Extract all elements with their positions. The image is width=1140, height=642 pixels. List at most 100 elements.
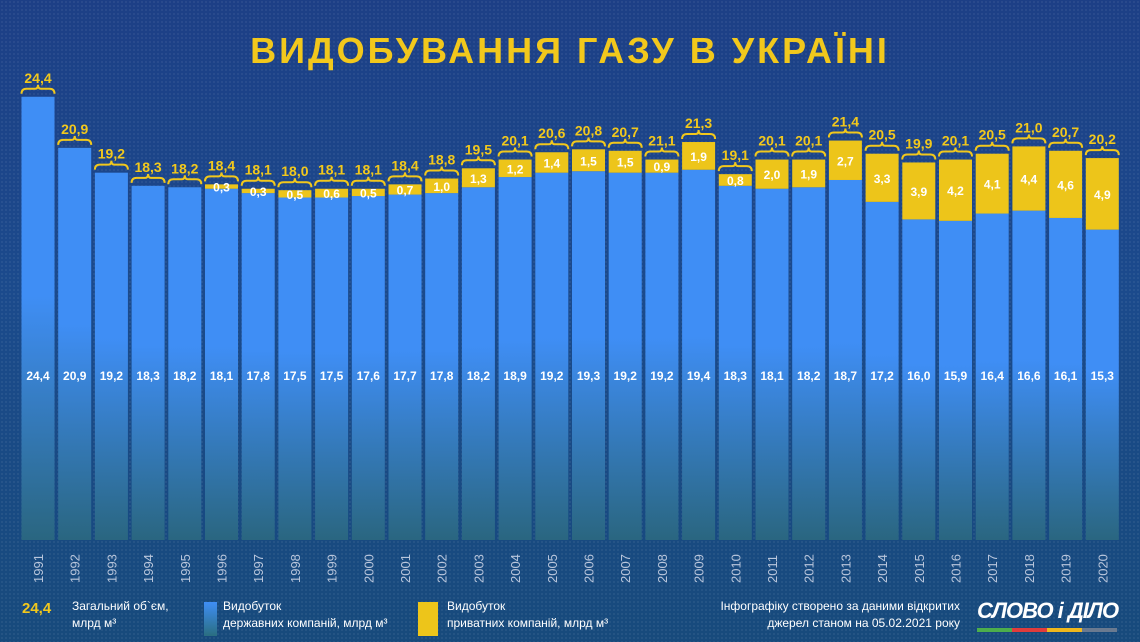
year-label: 2015 [912,554,927,583]
bar-state [792,187,826,540]
label-total: 18,1 [245,162,272,178]
bar-state [718,185,752,540]
bar-state [461,187,495,540]
year-label: 2002 [435,554,450,583]
bar-private [718,174,752,186]
year-label: 2017 [985,554,1000,583]
year-label: 2011 [765,555,780,583]
label-total: 20,8 [575,122,602,138]
brace-total [644,147,680,157]
label-state: 17,8 [247,369,271,383]
brace-total [864,141,900,151]
year-label: 2004 [508,554,523,583]
bar-private [645,159,679,173]
label-state: 18,7 [834,369,858,383]
label-total: 21,4 [832,114,859,130]
label-private: 0,3 [250,185,267,199]
legend-private: Видобуток приватних компаній, млрд м³ [447,598,608,632]
label-total: 18,8 [428,152,455,168]
label-total: 20,1 [942,133,969,149]
label-state: 15,9 [944,369,968,383]
year-label: 2008 [655,554,670,583]
label-state: 19,2 [100,369,124,383]
year-label: 2019 [1059,554,1074,583]
label-private: 4,2 [947,184,964,198]
label-state: 19,2 [614,369,638,383]
bar-private [1012,146,1046,211]
label-state: 19,3 [577,369,601,383]
label-state: 24,4 [26,369,50,383]
bar-state [58,147,92,541]
label-private: 0,7 [397,183,414,197]
year-label: 1994 [141,554,156,583]
year-label: 1999 [325,554,340,583]
brace-total [717,162,753,172]
year-label: 1995 [178,554,193,583]
label-private: 4,6 [1057,178,1074,192]
source-line1: Інфографіку створено за даними відкритих [720,599,960,613]
label-total: 20,5 [979,127,1006,143]
brace-total [1084,146,1120,156]
label-state: 17,5 [283,369,307,383]
bar-state [94,172,128,540]
legend-total-line2: млрд м³ [72,616,117,630]
label-private: 1,3 [470,172,487,186]
brace-total [1048,138,1084,148]
bar-state [572,171,605,540]
brace-total [204,172,239,182]
year-label: 1996 [215,554,230,583]
bar-private [902,162,936,220]
label-total: 18,3 [134,159,161,175]
label-state: 17,7 [393,369,417,383]
bar-state [205,188,238,541]
brace-total [571,137,606,147]
bar-state [425,193,459,540]
bar-state [21,96,55,540]
year-label: 1997 [251,554,266,583]
label-state: 18,3 [724,369,748,383]
label-total: 18,0 [281,163,308,179]
brace-total [314,176,350,186]
bar-state [278,197,312,540]
label-private: 4,9 [1094,188,1111,202]
bar-state [828,179,862,541]
label-state: 16,4 [981,369,1005,383]
legend-total: Загальний об`єм, млрд м³ [72,598,169,632]
brace-total [607,138,643,148]
bar-state [351,196,385,541]
label-state: 18,9 [503,369,527,383]
label-state: 18,1 [210,369,234,383]
brace-total [93,160,129,170]
bar-private [425,178,459,194]
brace-total [827,128,863,138]
label-total: 21,0 [1015,119,1042,135]
year-label: 2007 [618,554,633,583]
year-label: 1993 [104,554,119,583]
brace-total [167,175,203,185]
year-label: 2018 [1022,554,1037,583]
logo-stripe [977,628,1117,632]
year-label: 2013 [838,554,853,583]
legend-state-line1: Видобуток [223,599,282,613]
label-state: 18,1 [760,369,784,383]
bar-private [241,188,275,194]
bar-private [351,188,385,197]
bar-private [865,153,899,202]
label-total: 19,1 [722,147,749,163]
label-private: 0,5 [287,188,304,202]
bar-private [535,152,569,173]
brace-total [424,166,460,176]
legend-state-line2: державних компаній, млрд м³ [223,616,388,630]
label-total: 20,2 [1089,131,1116,147]
label-total: 20,6 [538,125,565,141]
brace-total [938,147,973,157]
legend-total-line1: Загальний об`єм, [72,599,169,613]
brace-total [240,176,276,186]
label-state: 17,8 [430,369,454,383]
label-state: 17,2 [870,369,894,383]
year-label: 2010 [728,554,743,583]
brace-total [57,135,93,145]
label-total: 19,2 [98,146,125,162]
label-state: 19,2 [650,369,674,383]
bar-state [645,172,679,540]
